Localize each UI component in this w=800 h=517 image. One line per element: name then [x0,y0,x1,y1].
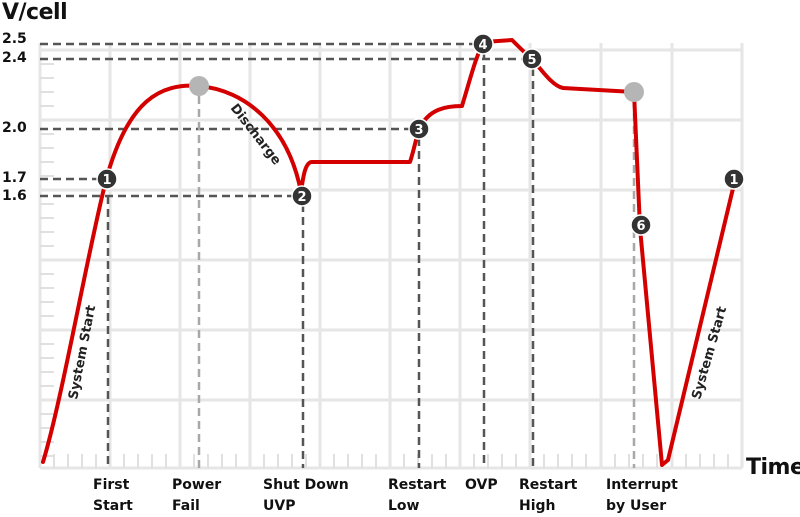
event-label-line: Power [172,477,222,493]
svg-text:5: 5 [527,53,536,68]
grid [38,43,744,470]
marker-1: 1 [96,168,118,190]
marker-1-restart: 1 [723,168,745,190]
svg-text:6: 6 [636,219,645,234]
svg-text:3: 3 [414,123,423,138]
event-label-shut-down: Shut Down UVP [263,475,349,517]
marker-3: 3 [408,118,430,140]
event-label-line: UVP [263,498,296,514]
event-label-power-fail: Power Fail [172,475,221,517]
y-tick-2-4: 2.4 [2,50,27,66]
event-label-line: Low [388,498,420,514]
x-axis-title: Time [746,455,800,480]
event-label-line: Fail [172,498,200,514]
event-label-first-start: First Start [93,475,133,517]
event-label-line: by User [606,498,667,514]
event-label-ovp: OVP [465,475,498,496]
event-label-line: OVP [465,477,498,493]
interrupt-dot [624,82,644,102]
event-label-interrupt: Interrupt by User [606,475,678,517]
marker-5: 5 [521,48,543,70]
event-label-line: Interrupt [606,477,678,493]
svg-text:2: 2 [297,190,306,205]
marker-4: 4 [472,33,494,55]
system-start-annotation-left: System Start [66,304,99,401]
power-fail-dot [189,76,209,96]
y-tick-1-7: 1.7 [2,170,27,186]
event-label-line: Shut Down [263,477,349,493]
event-label-line: Start [93,498,133,514]
y-tick-2-0: 2.0 [2,120,27,136]
marker-2: 2 [291,185,313,207]
reference-lines [40,42,535,468]
y-tick-1-6: 1.6 [2,188,27,204]
marker-6: 6 [630,214,652,236]
svg-text:1: 1 [102,173,111,188]
event-label-restart-low: Restart Low [388,475,446,517]
event-label-line: First [93,477,130,493]
event-label-line: High [519,498,556,514]
event-label-line: Restart [388,477,447,493]
svg-text:1: 1 [729,173,738,188]
y-tick-2-5: 2.5 [2,31,27,47]
event-label-line: Restart [519,477,578,493]
svg-text:4: 4 [478,38,487,53]
y-axis-title: V/cell [2,0,68,25]
grey-reference-lines [197,96,636,468]
y-minor-ticks [40,63,54,457]
event-label-restart-high: Restart High [519,475,577,517]
